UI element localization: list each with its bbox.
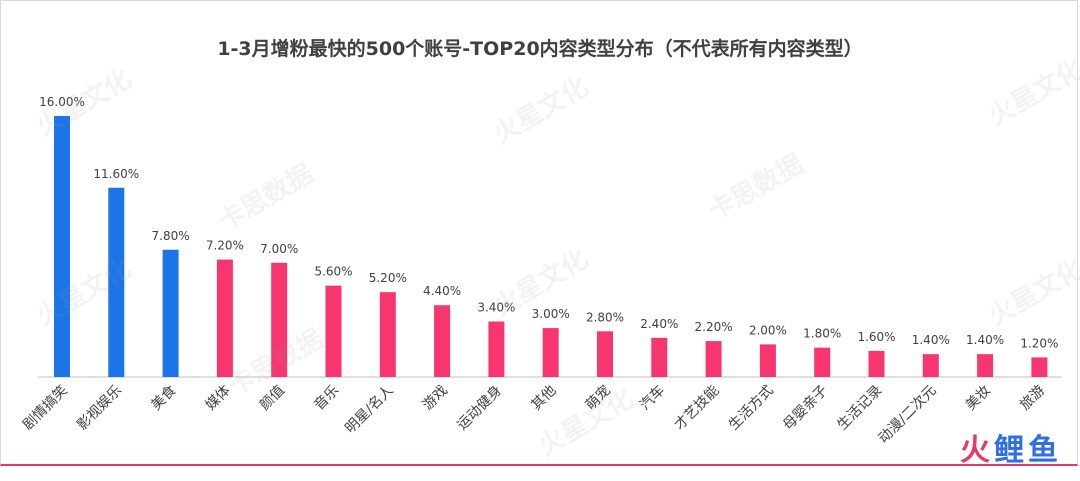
- category-label-14: 母婴亲子: [780, 383, 831, 434]
- category-label-5: 音乐: [311, 382, 343, 414]
- category-label-16: 动漫/二次元: [875, 383, 939, 447]
- logo-part-1: 火: [960, 433, 994, 468]
- chart-title: 1-3月增粉最快的500个账号-TOP20内容类型分布（不代表所有内容类型）: [217, 38, 863, 60]
- category-label-7: 游戏: [420, 383, 451, 414]
- category-label-8: 运动健身: [454, 383, 505, 434]
- bar-4: [271, 262, 288, 377]
- bar-14: [814, 347, 831, 377]
- value-label-2: 7.80%: [152, 229, 190, 243]
- watermark-4: 卡思数据: [703, 149, 808, 227]
- category-label-13: 生活方式: [726, 383, 777, 434]
- bar-7: [434, 305, 451, 377]
- bar-15: [868, 350, 885, 377]
- value-label-8: 3.40%: [477, 301, 515, 315]
- value-label-17: 1.40%: [966, 333, 1004, 347]
- watermark-3: 卡思数据: [213, 159, 318, 237]
- bar-6: [379, 292, 396, 377]
- value-label-1: 11.60%: [93, 167, 139, 181]
- value-label-0: 16.00%: [39, 95, 85, 109]
- watermark-1: 火星文化: [488, 71, 594, 150]
- value-label-6: 5.20%: [369, 271, 407, 285]
- category-label-0: 剧情搞笑: [20, 383, 71, 434]
- logo-part-2: 鲤鱼: [994, 433, 1062, 468]
- bar-3: [216, 259, 233, 377]
- value-label-3: 7.20%: [206, 239, 244, 253]
- value-label-18: 1.20%: [1020, 336, 1058, 350]
- watermark-2: 火星文化: [983, 53, 1080, 132]
- bar-13: [759, 344, 776, 377]
- bar-9: [542, 328, 559, 377]
- brand-logo: 火鲤鱼: [960, 436, 1062, 466]
- category-label-1: 影视娱乐: [74, 383, 125, 434]
- value-label-12: 2.20%: [695, 320, 733, 334]
- category-label-9: 其他: [528, 383, 559, 414]
- value-label-11: 2.40%: [640, 317, 678, 331]
- bar-1: [108, 187, 125, 377]
- value-label-9: 3.00%: [532, 307, 570, 321]
- category-label-17: 美妆: [963, 383, 994, 414]
- bar-8: [488, 321, 505, 377]
- bar-11: [651, 337, 668, 377]
- bar-10: [597, 331, 613, 377]
- category-label-2: 美食: [148, 382, 180, 414]
- category-label-12: 才艺技能: [672, 383, 723, 434]
- value-label-16: 1.40%: [912, 333, 950, 347]
- bar-0: [54, 116, 70, 377]
- value-label-7: 4.40%: [423, 284, 461, 298]
- bar-16: [922, 354, 939, 377]
- value-label-15: 1.60%: [857, 330, 895, 344]
- value-label-14: 1.80%: [803, 327, 841, 341]
- watermark-7: 火星文化: [983, 253, 1080, 332]
- bar-17: [977, 354, 994, 377]
- category-label-11: 汽车: [636, 382, 668, 414]
- bar-18: [1031, 357, 1048, 377]
- category-label-6: 明星/名人: [342, 383, 396, 437]
- value-label-13: 2.00%: [749, 323, 787, 337]
- value-label-10: 2.80%: [586, 310, 624, 324]
- chart-frame: [0, 0, 1078, 466]
- category-label-15: 生活记录: [834, 383, 885, 434]
- bar-5: [325, 285, 342, 377]
- bar-12: [705, 341, 722, 377]
- value-label-4: 7.00%: [260, 242, 298, 256]
- bar-2: [162, 249, 179, 377]
- value-label-5: 5.60%: [314, 265, 352, 279]
- category-label-18: 旅游: [1017, 383, 1048, 414]
